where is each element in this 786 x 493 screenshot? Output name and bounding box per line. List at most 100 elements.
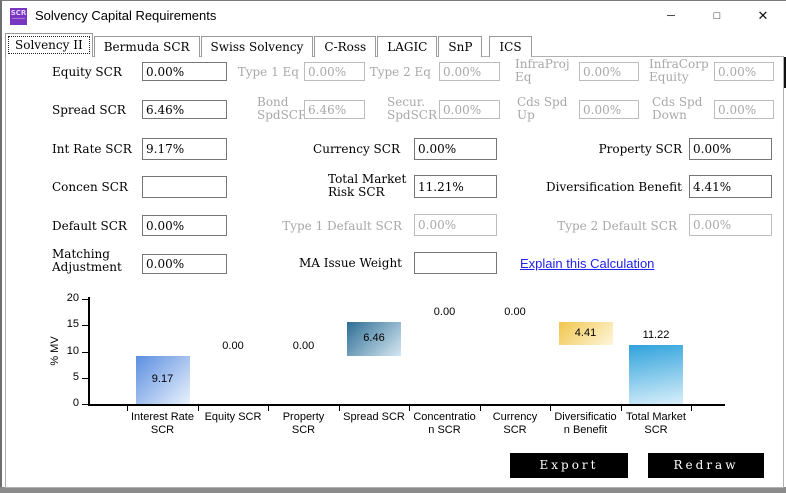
x-tick <box>480 406 481 411</box>
bar-value-equity-scr: 0.00 <box>222 339 244 352</box>
field-input-property-scr[interactable] <box>689 138 772 160</box>
x-tick <box>691 406 692 411</box>
field-label-infraproj-eq: InfraProj Eq <box>515 57 570 84</box>
tab-ics[interactable]: ICS <box>489 36 532 57</box>
field-input-secur-spdscr <box>439 100 500 119</box>
field-input-concen-scr[interactable] <box>142 176 227 198</box>
maximize-icon[interactable]: □ <box>713 10 721 22</box>
field-input-type-2-default-scr <box>689 214 772 236</box>
bar-value-spread-scr: 6.46 <box>363 331 385 344</box>
category-label-currency-scr: Currency SCR <box>492 411 538 436</box>
title-bar: SCR Solvency Capital Requirements ─ □ ✕ <box>2 1 786 31</box>
field-input-ma-issue-weight[interactable] <box>414 252 497 274</box>
y-tick <box>82 325 88 327</box>
minimize-icon[interactable]: ─ <box>667 10 675 22</box>
category-label-interest-rate-scr: Interest Rate SCR <box>131 411 194 436</box>
field-label-cds-spd-up: Cds Spd Up <box>517 95 568 122</box>
tab-snp[interactable]: SnP <box>438 36 483 57</box>
field-label-type-2-default-scr: Type 2 Default SCR <box>557 219 677 233</box>
y-tick-label: 0 <box>72 397 79 409</box>
bar-value-concentratio-n-scr: 0.00 <box>433 305 456 318</box>
field-input-bond-spdscr <box>304 100 365 119</box>
x-tick <box>409 406 410 411</box>
tab-swiss-solvency[interactable]: Swiss Solvency <box>200 36 314 57</box>
y-tick <box>82 299 88 300</box>
field-label-currency-scr: Currency SCR <box>313 142 400 156</box>
tab-lagic[interactable]: LAGIC <box>377 36 438 57</box>
field-input-currency-scr[interactable] <box>414 138 497 160</box>
tab-solvency-ii[interactable]: Solvency II <box>5 33 93 57</box>
background-artifact <box>783 57 786 88</box>
y-tick-label: 10 <box>66 344 79 357</box>
bar-value-interest-rate-scr: 9.17 <box>151 372 174 385</box>
field-label-default-scr: Default SCR <box>52 219 127 233</box>
category-label-concentratio-n-scr: Concentratio n SCR <box>413 411 476 436</box>
field-label-equity-scr: Equity SCR <box>52 65 122 79</box>
field-input-infraproj-eq <box>579 62 639 81</box>
field-input-type-2-eq <box>439 62 500 81</box>
field-label-type-1-eq: Type 1 Eq <box>237 65 299 79</box>
y-tick <box>82 351 88 353</box>
category-label-property-scr: Property SCR <box>282 411 325 436</box>
y-axis <box>88 297 90 406</box>
field-input-default-scr[interactable] <box>142 215 227 236</box>
tab-bar: Solvency II Bermuda SCR Swiss Solvency C-Ro… <box>5 33 533 57</box>
bar-value-currency-scr: 0.00 <box>504 305 526 318</box>
category-label-spread-scr: Spread SCR <box>343 411 405 423</box>
field-label-concen-scr: Concen SCR <box>52 180 128 194</box>
y-tick-label: 15 <box>66 318 79 331</box>
field-label-total-market-risk-scr: Total Market Risk SCR <box>328 172 407 199</box>
x-tick <box>268 406 269 411</box>
field-label-type-2-eq: Type 2 Eq <box>369 65 431 79</box>
tab-bermuda-scr[interactable]: Bermuda SCR <box>93 36 200 57</box>
x-tick <box>621 406 622 411</box>
field-input-int-rate-scr[interactable] <box>142 138 227 160</box>
field-input-cds-spd-down <box>714 100 774 119</box>
field-input-type-1-eq <box>304 62 365 81</box>
field-label-diversification-benefit: Diversification Benefit <box>546 180 682 194</box>
app-icon: SCR <box>10 8 27 25</box>
x-tick <box>198 406 199 411</box>
redraw-button[interactable]: Redraw <box>648 453 764 478</box>
category-label-diversificatio-n-benefit: Diversificatio n Benefit <box>554 411 617 436</box>
explain-calculation-link[interactable]: Explain this Calculation <box>520 256 655 271</box>
bar-spread-scr <box>347 321 401 356</box>
x-axis <box>88 404 725 406</box>
bar-value-total-market-scr: 11.22 <box>642 329 670 342</box>
y-tick-label: 20 <box>66 292 79 304</box>
x-tick <box>339 406 340 411</box>
field-input-matching-adjustment[interactable] <box>142 254 227 274</box>
export-button[interactable]: Export <box>510 453 628 478</box>
bar-diversificatio-n-benefit <box>558 321 613 346</box>
category-label-total-market-scr: Total Market SCR <box>626 411 686 436</box>
field-input-total-market-risk-scr[interactable] <box>414 175 497 198</box>
field-label-ma-issue-weight: MA Issue Weight <box>299 256 402 270</box>
x-tick <box>550 406 551 411</box>
y-tick <box>82 377 88 379</box>
field-input-cds-spd-up <box>579 100 639 119</box>
bar-value-diversificatio-n-benefit: 4.41 <box>574 326 597 339</box>
field-input-equity-scr[interactable] <box>142 62 227 81</box>
field-input-spread-scr[interactable] <box>142 100 227 119</box>
bar-interest-rate-scr <box>135 355 190 404</box>
field-label-spread-scr: Spread SCR <box>52 103 126 117</box>
bar-value-property-scr: 0.00 <box>292 339 315 352</box>
close-icon[interactable]: ✕ <box>757 8 769 23</box>
field-label-type-1-default-scr: Type 1 Default SCR <box>282 219 402 233</box>
window-title: Solvency Capital Requirements <box>35 8 217 23</box>
field-label-property-scr: Property SCR <box>598 142 682 156</box>
field-input-diversification-benefit[interactable] <box>689 175 772 198</box>
field-label-secur-spdscr: Secur. SpdSCR <box>387 95 438 122</box>
bar-total-market-scr <box>629 345 683 404</box>
y-tick-label: 5 <box>72 370 79 383</box>
field-label-cds-spd-down: Cds Spd Down <box>652 95 703 122</box>
tab-c-ross[interactable]: C-Ross <box>314 36 377 57</box>
tab-page <box>5 56 784 488</box>
window-bottom-edge <box>0 487 786 493</box>
field-label-int-rate-scr: Int Rate SCR <box>52 142 132 156</box>
field-label-infracorp-equity: InfraCorp Equity <box>649 57 709 84</box>
field-label-matching-adjustment: Matching Adjustment <box>52 247 122 274</box>
field-input-type-1-default-scr <box>414 214 497 236</box>
category-label-equity-scr: Equity SCR <box>204 411 262 423</box>
